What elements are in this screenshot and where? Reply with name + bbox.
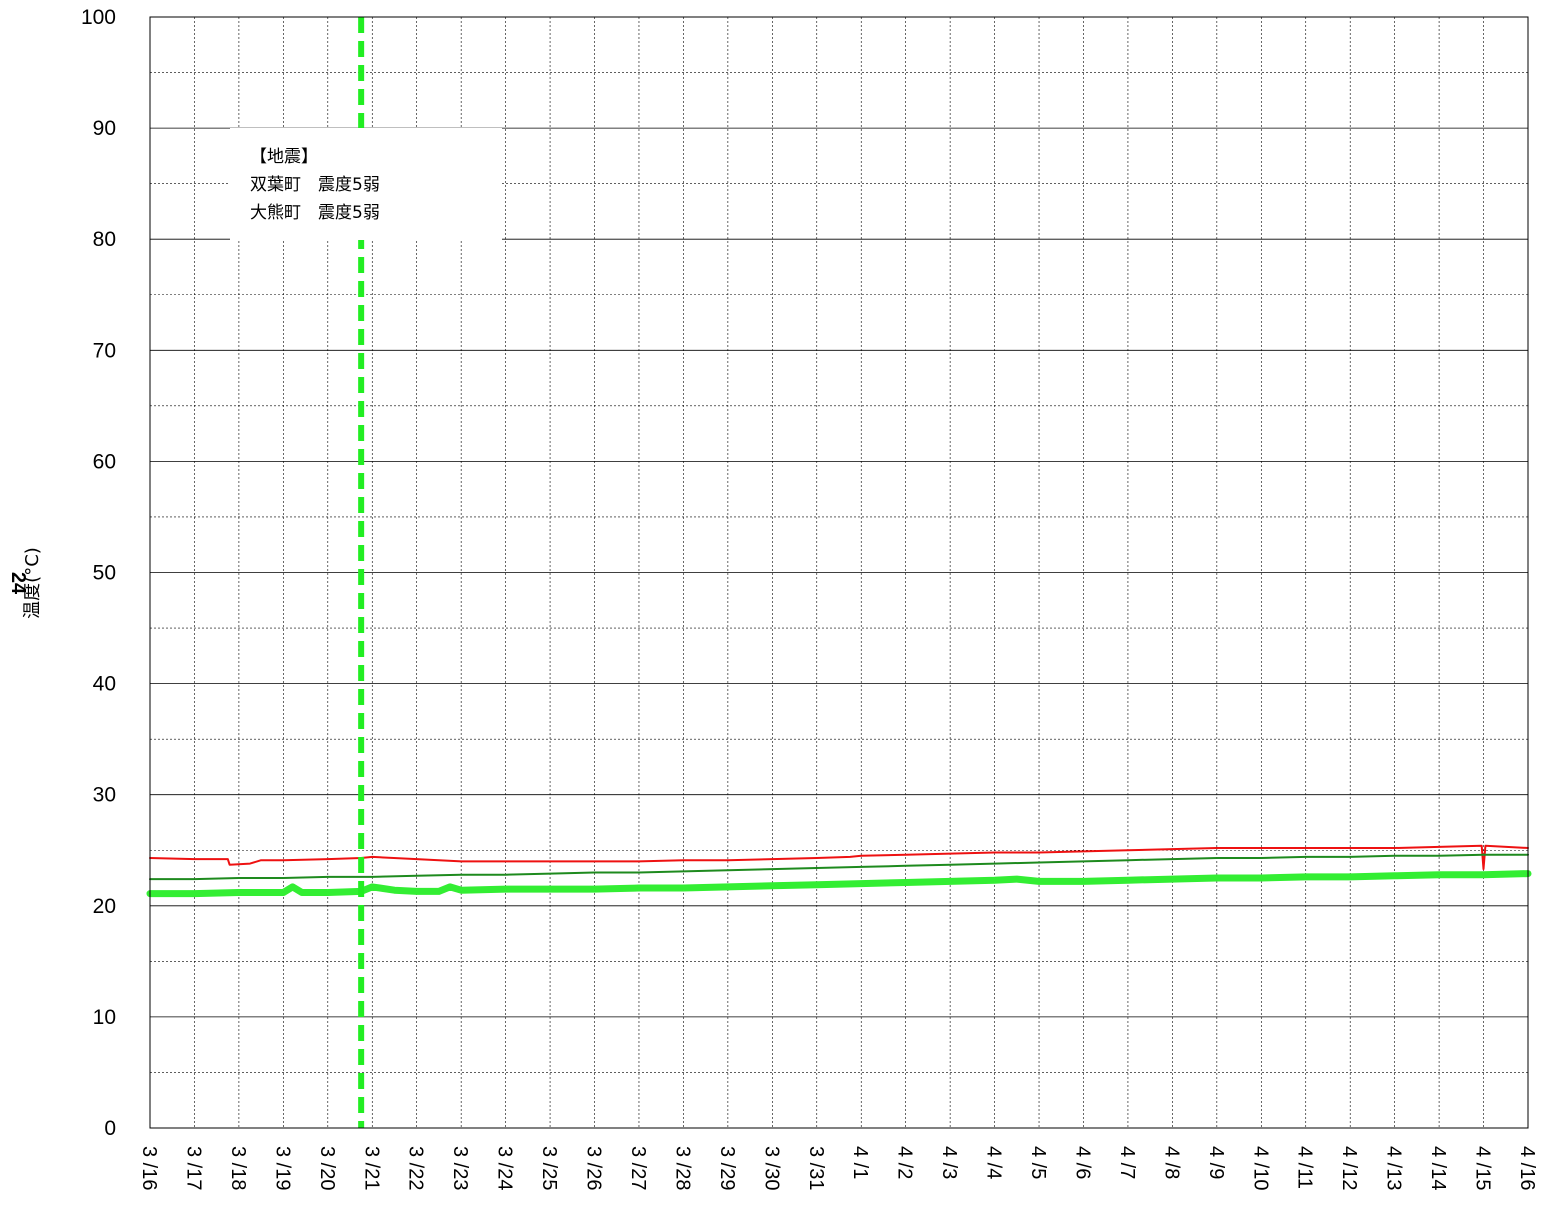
x-tick-label: 4 /6 bbox=[1071, 1146, 1093, 1179]
x-tick-label: 3 /27 bbox=[627, 1146, 649, 1190]
y-tick-label: 40 bbox=[93, 673, 116, 696]
x-tick-label: 4 /13 bbox=[1383, 1146, 1405, 1190]
annotation-line-futaba: 双葉町 震度5弱 bbox=[250, 171, 502, 199]
series-lines bbox=[150, 846, 1528, 894]
annotation-line-heading: 【地震】 bbox=[250, 143, 502, 171]
x-tick-label: 3 /26 bbox=[583, 1146, 605, 1190]
y-tick-label: 60 bbox=[93, 450, 116, 473]
x-tick-label: 3 /25 bbox=[538, 1146, 560, 1190]
x-tick-label: 4 /3 bbox=[938, 1146, 960, 1179]
y-tick-label: 50 bbox=[93, 562, 116, 585]
y-tick-label: 30 bbox=[93, 784, 116, 807]
x-tick-label: 3 /18 bbox=[227, 1146, 249, 1190]
y-axis-label: 24 温度(°C) bbox=[7, 547, 43, 619]
x-tick-label: 3 /21 bbox=[360, 1146, 382, 1190]
x-tick-label: 4 /14 bbox=[1427, 1146, 1449, 1190]
annotation-line-okuma: 大熊町 震度5弱 bbox=[250, 199, 502, 227]
x-tick-label: 3 /17 bbox=[182, 1146, 204, 1190]
x-tick-label: 3 /22 bbox=[405, 1146, 427, 1190]
x-tick-label: 4 /2 bbox=[894, 1146, 916, 1179]
y-tick-label: 70 bbox=[93, 339, 116, 362]
x-tick-label: 3 /28 bbox=[671, 1146, 693, 1190]
y-axis-ticks: 0 10 20 30 40 50 60 70 80 90 100 bbox=[81, 6, 116, 1140]
y-tick-label: 80 bbox=[93, 228, 116, 251]
x-tick-label: 4 /16 bbox=[1516, 1146, 1538, 1190]
x-tick-label: 3 /30 bbox=[760, 1146, 782, 1190]
x-tick-label: 4 /10 bbox=[1249, 1146, 1271, 1190]
x-tick-label: 4 /11 bbox=[1294, 1146, 1316, 1189]
x-tick-label: 4 /12 bbox=[1338, 1146, 1360, 1190]
x-axis-ticks: 3 /16 3 /17 3 /18 3 /19 3 /20 3 /21 3 /22 3 /23… bbox=[138, 1146, 1538, 1190]
y-axis-label-text: 温度(°C) bbox=[22, 547, 43, 619]
x-tick-label: 3 /24 bbox=[494, 1146, 516, 1190]
x-tick-label: 4 /5 bbox=[1027, 1146, 1049, 1179]
y-tick-label: 90 bbox=[93, 117, 116, 140]
y-tick-label: 10 bbox=[93, 1006, 116, 1029]
earthquake-annotation: 【地震】 双葉町 震度5弱 大熊町 震度5弱 bbox=[230, 128, 502, 240]
x-tick-label: 3 /16 bbox=[138, 1146, 160, 1190]
x-tick-label: 4 /7 bbox=[1116, 1146, 1138, 1179]
y-tick-label: 0 bbox=[104, 1117, 116, 1140]
y-tick-label: 100 bbox=[81, 6, 116, 29]
x-tick-label: 4 /4 bbox=[983, 1146, 1005, 1179]
x-tick-label: 3 /20 bbox=[316, 1146, 338, 1190]
x-tick-label: 4 /1 bbox=[849, 1146, 871, 1179]
x-tick-label: 4 /9 bbox=[1205, 1146, 1227, 1179]
x-tick-label: 3 /23 bbox=[449, 1146, 471, 1190]
x-tick-label: 3 /29 bbox=[716, 1146, 738, 1190]
x-tick-label: 3 /31 bbox=[805, 1146, 827, 1190]
x-tick-label: 4 /8 bbox=[1160, 1146, 1182, 1179]
y-tick-label: 20 bbox=[93, 895, 116, 918]
x-tick-label: 4 /15 bbox=[1472, 1146, 1494, 1190]
x-tick-label: 3 /19 bbox=[271, 1146, 293, 1190]
